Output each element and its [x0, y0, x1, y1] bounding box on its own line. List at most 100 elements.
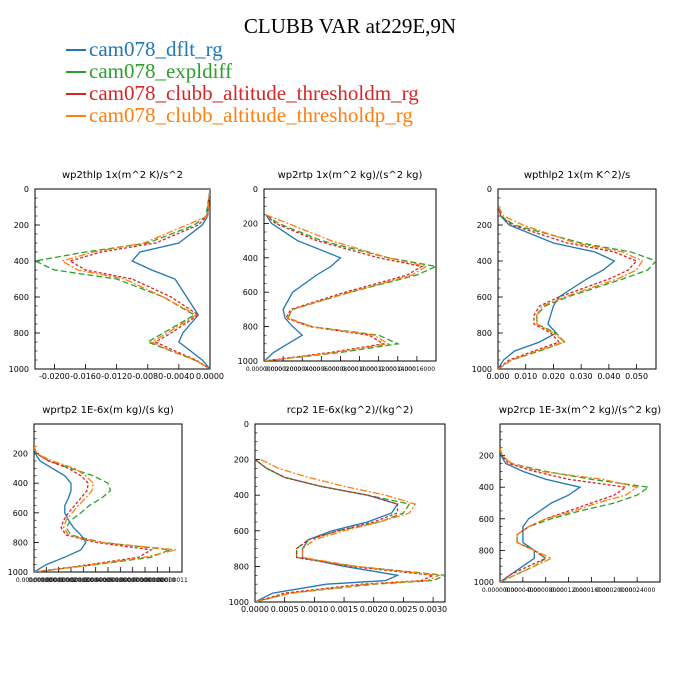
legend-swatch — [66, 93, 86, 96]
x-tick-label: 0.0015 — [330, 605, 358, 614]
x-tick-label: 0.0000 — [196, 372, 224, 381]
series-line-cam078_dflt_rg — [34, 446, 87, 572]
series-line-cam078_clubb_altitude_thresholdp_rg — [34, 445, 176, 572]
y-tick-label: 1000 — [9, 365, 29, 374]
y-tick-label: 600 — [13, 509, 28, 518]
series-line-cam078_clubb_altitude_thresholdp_rg — [264, 214, 429, 361]
series-line-cam078_expldiff — [498, 206, 656, 369]
chart-panel: wp2rcp 1E-3x(m^2 kg)/(s^2 kg) 200 400 600 80… — [474, 405, 662, 594]
x-tick-label: 0.000 — [487, 372, 510, 381]
legend-label: cam078_dflt_rg — [89, 37, 223, 61]
panel-title: wprtp2 1E-6x(m kg)/(s kg) — [42, 405, 174, 416]
legend-item: cam078_clubb_altitude_thresholdm_rg — [66, 82, 419, 104]
legend-label: cam078_expldiff — [89, 59, 233, 83]
series-line-cam078_clubb_altitude_thresholdp_rg — [500, 447, 639, 582]
y-tick-label: 1000 — [474, 578, 494, 587]
y-tick-label: 0 — [487, 185, 492, 194]
x-tick-label: 0.00004000 — [284, 366, 320, 373]
x-tick-label: 0.00012000 — [361, 366, 397, 373]
x-tick-label: -0.0080 — [132, 372, 163, 381]
x-tick-label: 0.00008000 — [322, 366, 358, 373]
plot-frame — [33, 423, 183, 573]
y-tick-label: 400 — [479, 483, 494, 492]
x-tick-label: 0.00016000 — [573, 587, 609, 594]
x-tick-label: 0.0030 — [419, 605, 447, 614]
x-tick-label: 0.00000004 — [65, 577, 101, 584]
series-line-cam078_clubb_altitude_thresholdp_rg — [498, 206, 644, 369]
x-tick-label: 0.0005 — [271, 605, 299, 614]
x-tick-label: 0.00000007 — [102, 577, 138, 584]
x-tick-label: 0.00000001 — [28, 577, 64, 584]
y-tick-label: 600 — [234, 527, 249, 536]
y-tick-label: 1000 — [8, 568, 28, 577]
y-tick-label: 200 — [234, 456, 249, 465]
panel-title: wpthlp2 1x(m K^2)/s — [524, 170, 630, 181]
legend-swatch — [66, 71, 86, 74]
y-tick-label: 800 — [243, 323, 258, 332]
x-tick-label: 0.00004000 — [505, 587, 541, 594]
x-tick-label: 0.00000011 — [152, 577, 188, 584]
x-tick-label: 0.00008000 — [528, 587, 564, 594]
panel-title: wp2rcp 1E-3x(m^2 kg)/(s^2 kg) — [499, 405, 662, 416]
panel-title: wp2thlp 1x(m^2 K)/s^2 — [62, 170, 183, 181]
series-line-cam078_clubb_altitude_thresholdm_rg — [500, 447, 628, 582]
y-tick-label: 200 — [13, 450, 28, 459]
x-tick-label: 0.0020 — [360, 605, 388, 614]
chart-panel: rcp2 1E-6x(kg^2)/(kg^2) 0 200 400 600 800 1000… — [229, 405, 447, 614]
legend-item: cam078_clubb_altitude_thresholdp_rg — [66, 104, 419, 126]
x-tick-label: -0.0160 — [70, 372, 101, 381]
series-line-cam078_dflt_rg — [255, 459, 400, 602]
series-line-cam078_dflt_rg — [131, 189, 210, 369]
plot-frame — [497, 188, 657, 370]
series-line-cam078_dflt_rg — [500, 447, 582, 582]
chart-panel: wprtp2 1E-6x(m kg)/(s kg) 200 400 600 800 100… — [8, 405, 188, 584]
figure-title: CLUBB VAR at229E,9N — [243, 14, 457, 38]
y-tick-label: 600 — [14, 293, 29, 302]
series-line-cam078_clubb_altitude_thresholdm_rg — [34, 445, 154, 572]
y-tick-label: 0 — [253, 185, 258, 194]
x-tick-label: 0.00000003 — [53, 577, 89, 584]
x-tick-label: 0.00012000 — [550, 587, 586, 594]
x-tick-label: 0.00000000 — [16, 577, 52, 584]
panel-title: rcp2 1E-6x(kg^2)/(kg^2) — [287, 405, 414, 416]
series-line-cam078_expldiff — [264, 214, 436, 361]
x-tick-label: -0.0200 — [39, 372, 70, 381]
y-tick-label: 400 — [13, 479, 28, 488]
y-tick-label: 600 — [477, 293, 492, 302]
y-tick-label: 400 — [14, 257, 29, 266]
legend: cam078_dflt_rg cam078_expldiff cam078_cl… — [66, 38, 419, 126]
legend-swatch — [66, 49, 86, 52]
chart-panel: wp2rtp 1x(m^2 kg)/(s^2 kg) 0 200 400 600 800 1… — [238, 170, 437, 373]
x-tick-label: 0.0010 — [300, 605, 328, 614]
x-tick-label: 0.00000009 — [127, 577, 163, 584]
series-line-cam078_clubb_altitude_thresholdm_rg — [68, 189, 210, 369]
y-tick-label: 800 — [477, 329, 492, 338]
y-tick-label: 0 — [24, 185, 29, 194]
x-tick-label: 0.00006000 — [303, 366, 339, 373]
x-tick-label: 0.00000000 — [246, 366, 282, 373]
y-tick-label: 800 — [14, 329, 29, 338]
legend-item: cam078_expldiff — [66, 60, 419, 82]
series-line-cam078_clubb_altitude_thresholdp_rg — [255, 459, 442, 602]
series-line-cam078_clubb_altitude_thresholdm_rg — [498, 206, 638, 369]
x-tick-label: 0.00000000 — [482, 587, 518, 594]
x-tick-label: 0.00000008 — [115, 577, 151, 584]
legend-swatch — [66, 115, 86, 118]
series-line-cam078_clubb_altitude_thresholdp_rg — [60, 189, 210, 369]
x-tick-label: 0.00000006 — [90, 577, 126, 584]
legend-label: cam078_clubb_altitude_thresholdm_rg — [89, 81, 419, 105]
y-tick-label: 400 — [243, 254, 258, 263]
plot-frame — [499, 423, 661, 583]
x-tick-label: 0.00010000 — [341, 366, 377, 373]
x-tick-label: 0.040 — [597, 372, 620, 381]
series-line-cam078_dflt_rg — [264, 214, 342, 361]
y-tick-label: 800 — [13, 538, 28, 547]
x-tick-label: 0.00024000 — [619, 587, 655, 594]
y-tick-label: 600 — [243, 288, 258, 297]
legend-item: cam078_dflt_rg — [66, 38, 419, 60]
x-tick-label: 0.00016000 — [399, 366, 435, 373]
y-tick-label: 200 — [479, 452, 494, 461]
y-tick-label: 1000 — [472, 365, 492, 374]
y-tick-label: 400 — [477, 257, 492, 266]
series-line-cam078_clubb_altitude_thresholdm_rg — [264, 214, 424, 361]
